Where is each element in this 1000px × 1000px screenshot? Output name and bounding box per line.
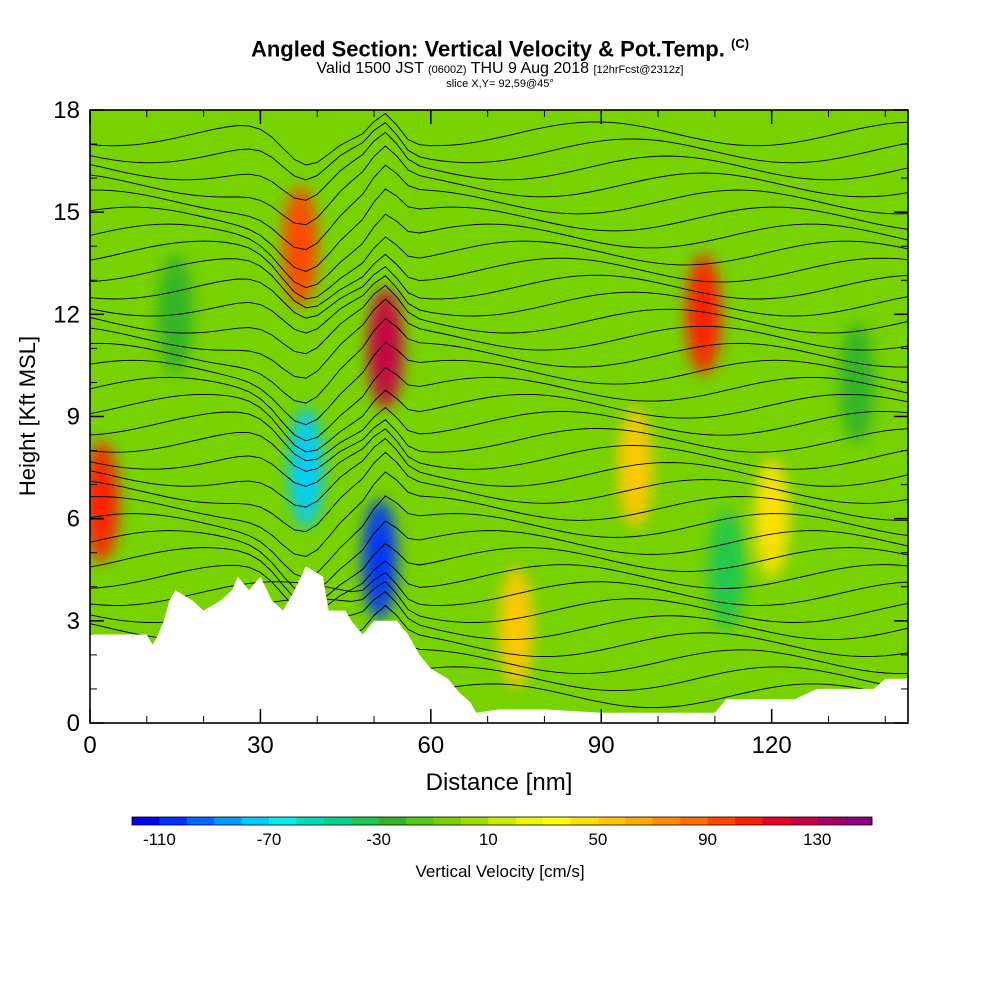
colorbar-segment [214, 817, 242, 825]
colorbar-segment [460, 817, 489, 825]
colorbar-segment [817, 817, 845, 825]
updraft-core [93, 471, 110, 532]
y-tick-label: 15 [53, 199, 80, 226]
colorbar-label: Vertical Velocity [cm/s] [415, 862, 585, 881]
isentrope-line [90, 298, 908, 379]
colorbar-segment [378, 817, 407, 825]
y-tick-label: 3 [67, 608, 80, 635]
y-tick-label: 6 [67, 506, 80, 533]
colorbar-tick-label: 10 [479, 830, 498, 849]
colorbar-segment [269, 817, 297, 825]
isentrope-line [90, 188, 908, 272]
terrain-mask [90, 566, 908, 723]
colorbar-frame [131, 816, 873, 826]
colorbar-segment [734, 817, 763, 825]
colorbar-tick-label: -70 [257, 830, 282, 849]
chart-title: Angled Section: Vertical Velocity & Pot.… [250, 36, 750, 62]
colorbar-segment [707, 817, 736, 825]
colorbar-segment [159, 817, 188, 825]
isentrope-line [90, 318, 908, 404]
isentrope-line [90, 572, 908, 606]
colorbar-segment [241, 817, 270, 825]
updraft-core [627, 437, 644, 498]
colorbar-tick-label: -30 [366, 830, 391, 849]
isentrope-line [90, 253, 908, 309]
isentrope-line [90, 284, 908, 355]
downdraft-core [848, 352, 865, 413]
isentrope-line [90, 520, 908, 595]
chart-subtitle: Valid 1500 JST (0600Z) THU 9 Aug 2018 [1… [316, 60, 684, 77]
isentrope-line [90, 266, 908, 319]
x-tick-label: 0 [83, 732, 96, 759]
isentrope-line [90, 471, 908, 557]
colorbar-tick-label: -110 [143, 830, 176, 849]
updraft-core [508, 597, 525, 658]
colorbar-segment [789, 817, 818, 825]
isentrope-line [90, 560, 908, 615]
updraft-core [292, 216, 309, 277]
colorbar-segment [762, 817, 791, 825]
slice-info: slice X,Y= 92,59@45° [446, 78, 554, 90]
updraft-core [695, 284, 712, 345]
colorbar-segment [515, 817, 544, 825]
x-tick-label: 120 [752, 732, 792, 759]
colorbar-segment [186, 817, 215, 825]
isentrope-line [90, 407, 908, 462]
isentrope-line [90, 213, 908, 289]
colorbar: -110 -70 -30 10 50 90 130 [131, 816, 873, 849]
downdraft-core [718, 539, 735, 600]
isentrope-line [90, 122, 908, 181]
isentrope-line [90, 419, 908, 472]
x-tick-label: 90 [588, 732, 615, 759]
isentrope-line [90, 275, 908, 334]
x-axis-label: Distance [nm] [426, 769, 573, 796]
colorbar-segment [433, 817, 462, 825]
colorbar-segment [543, 817, 571, 825]
y-tick-label: 0 [67, 710, 80, 737]
isentrope-line [90, 495, 908, 579]
isentrope-line [90, 341, 908, 426]
colorbar-tick-label: 50 [588, 830, 607, 849]
isentrope-line [90, 542, 908, 606]
colorbar-segment [652, 817, 681, 825]
isentrope-line [90, 131, 908, 201]
colorbar-segment [406, 817, 434, 825]
x-tick-label: 60 [417, 732, 444, 759]
downdraft-core [371, 529, 388, 590]
isentrope-line [90, 451, 908, 533]
y-axis-label: Height [Kft MSL] [15, 336, 40, 496]
isentrope-line [90, 428, 908, 487]
x-tick-label: 30 [247, 732, 274, 759]
isentrope-line [90, 236, 908, 300]
colorbar-segment [680, 817, 708, 825]
colorbar-tick-label: 90 [698, 830, 717, 849]
updraft-core [377, 318, 394, 379]
isentrope-line [90, 164, 908, 251]
downdraft-core [297, 437, 314, 498]
isentrope-line [90, 367, 908, 442]
colorbar-tick-label: 130 [803, 830, 831, 849]
isentrope-line [90, 437, 908, 508]
colorbar-segment [296, 817, 325, 825]
isentrope-line [90, 389, 908, 453]
y-tick-label: 18 [53, 97, 80, 124]
colorbar-segment [570, 817, 599, 825]
colorbar-segment [625, 817, 654, 825]
colorbar-segment [597, 817, 626, 825]
colorbar-segment [323, 817, 352, 825]
isentrope-line [90, 145, 908, 226]
isentrope-line [90, 112, 908, 166]
colorbar-segment [132, 817, 160, 825]
colorbar-segment [488, 817, 517, 825]
colorbar-segment [351, 817, 379, 825]
y-tick-label: 9 [67, 404, 80, 431]
colorbar-segment [844, 817, 873, 825]
y-tick-label: 12 [53, 301, 80, 328]
